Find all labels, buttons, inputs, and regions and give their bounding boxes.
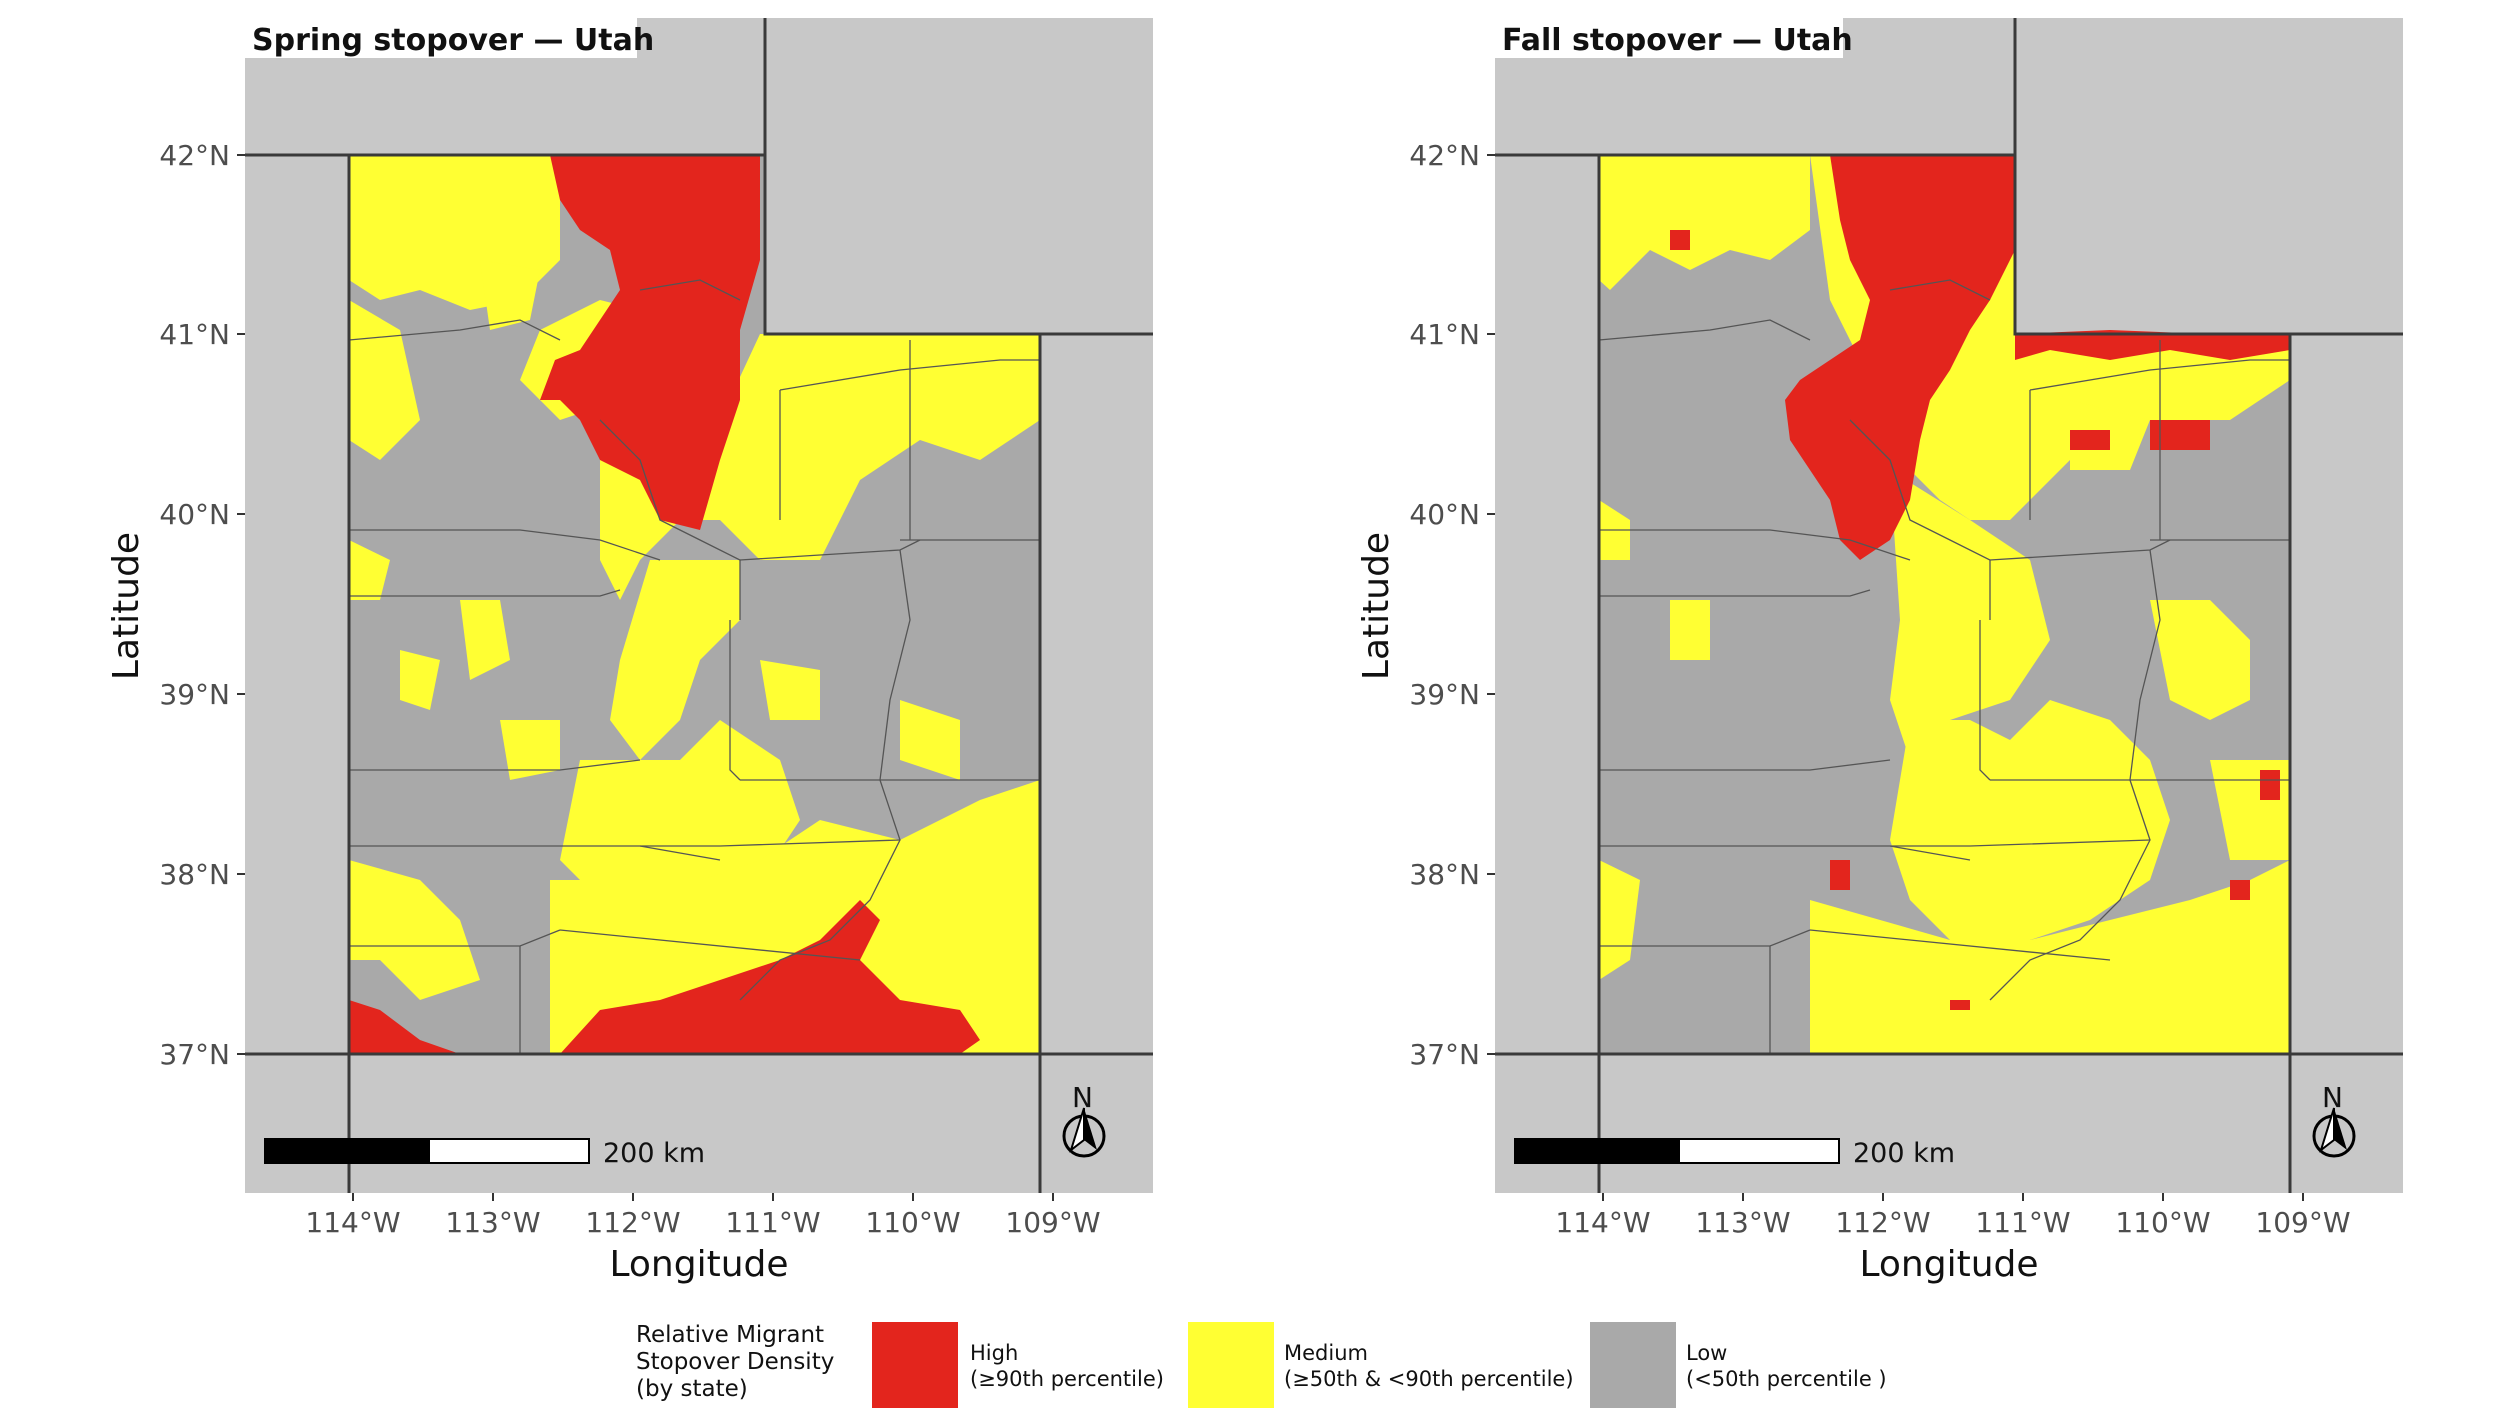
x-axis-title: Longitude bbox=[609, 1244, 788, 1285]
legend-label-high: High (≥90th percentile) bbox=[970, 1341, 1164, 1391]
x-tick: 111°W bbox=[725, 1206, 820, 1239]
county-lines bbox=[1598, 279, 2290, 1054]
fall-map-panel: Fall stopover — Utah 200 km N 42°N 41°N … bbox=[1250, 0, 2500, 1300]
x-tick: 111°W bbox=[1975, 1206, 2070, 1239]
legend-swatch-high bbox=[872, 1322, 958, 1408]
y-axis-title: Latitude bbox=[1356, 532, 1397, 680]
x-tick: 114°W bbox=[305, 1206, 400, 1239]
scale-label: 200 km bbox=[603, 1138, 705, 1169]
x-tick: 113°W bbox=[445, 1206, 540, 1239]
svg-text:N: N bbox=[1072, 1081, 1093, 1114]
y-axis-title: Latitude bbox=[106, 532, 147, 680]
x-tick: 110°W bbox=[2115, 1206, 2210, 1239]
x-tick: 109°W bbox=[1005, 1206, 1100, 1239]
legend-label-low: Low (<50th percentile ) bbox=[1686, 1341, 1887, 1391]
north-arrow-icon: N bbox=[1062, 1081, 1106, 1158]
y-tick: 37°N bbox=[1409, 1038, 1480, 1071]
svg-text:N: N bbox=[2322, 1081, 2343, 1114]
x-axis bbox=[1602, 1193, 2304, 1201]
x-tick: 113°W bbox=[1695, 1206, 1790, 1239]
legend-swatch-low bbox=[1590, 1322, 1676, 1408]
north-arrow-icon: N bbox=[2312, 1081, 2356, 1158]
x-axis bbox=[352, 1193, 1054, 1201]
y-tick: 40°N bbox=[1409, 498, 1480, 531]
state-borders bbox=[245, 18, 1153, 1193]
y-axis bbox=[1487, 154, 1495, 1055]
x-tick: 112°W bbox=[585, 1206, 680, 1239]
x-tick: 110°W bbox=[865, 1206, 960, 1239]
y-tick: 42°N bbox=[159, 139, 230, 172]
x-tick: 114°W bbox=[1555, 1206, 1650, 1239]
spring-map-panel: Spring stopover — Utah 200 km N 42°N 41°… bbox=[0, 0, 1250, 1300]
y-tick: 40°N bbox=[159, 498, 230, 531]
y-tick: 41°N bbox=[1409, 318, 1480, 351]
y-tick: 38°N bbox=[159, 858, 230, 891]
legend-swatch-medium bbox=[1188, 1322, 1274, 1408]
legend-label-medium: Medium (≥50th & <90th percentile) bbox=[1284, 1341, 1574, 1391]
county-lines bbox=[348, 279, 1040, 1054]
y-tick: 39°N bbox=[1409, 678, 1480, 711]
x-axis-title: Longitude bbox=[1859, 1244, 2038, 1285]
state-borders bbox=[1495, 18, 2403, 1193]
map-title: Fall stopover — Utah bbox=[1502, 23, 1853, 58]
y-tick: 42°N bbox=[1409, 139, 1480, 172]
y-tick: 41°N bbox=[159, 318, 230, 351]
y-tick: 39°N bbox=[159, 678, 230, 711]
high-density-regions bbox=[349, 155, 980, 1054]
scale-bar: 200 km bbox=[1514, 1138, 1955, 1169]
high-density-regions bbox=[1670, 155, 2290, 1010]
y-axis bbox=[237, 154, 245, 1055]
x-tick: 109°W bbox=[2255, 1206, 2350, 1239]
map-title-box bbox=[1495, 18, 1843, 58]
map-title: Spring stopover — Utah bbox=[252, 23, 654, 58]
legend-title: Relative Migrant Stopover Density (by st… bbox=[636, 1322, 835, 1402]
scale-label: 200 km bbox=[1853, 1138, 1955, 1169]
y-tick: 37°N bbox=[159, 1038, 230, 1071]
y-tick: 38°N bbox=[1409, 858, 1480, 891]
x-tick: 112°W bbox=[1835, 1206, 1930, 1239]
map-title-box bbox=[245, 18, 637, 58]
scale-bar: 200 km bbox=[264, 1138, 705, 1169]
medium-density-regions bbox=[349, 155, 1040, 1054]
